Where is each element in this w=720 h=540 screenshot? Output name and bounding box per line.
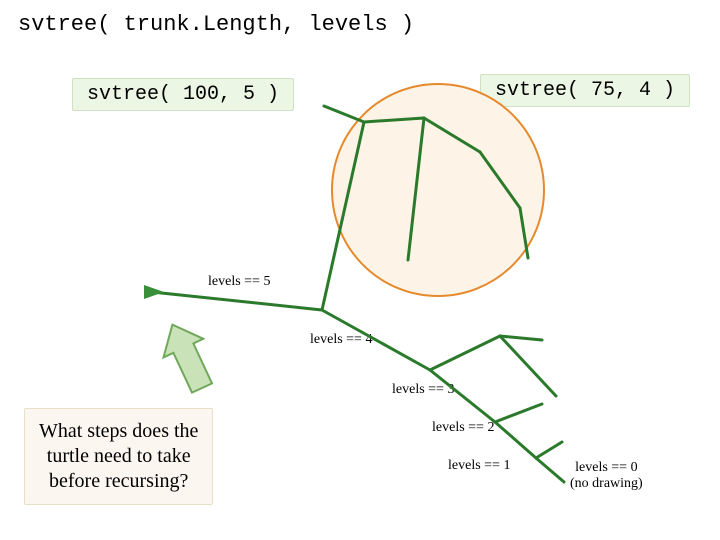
branch-4-b <box>500 336 556 396</box>
turtle-icon <box>144 285 164 299</box>
branch-4-a <box>500 336 542 340</box>
branch-5-a <box>324 106 364 122</box>
trunk-segment-3 <box>430 370 495 422</box>
arrow-icon <box>164 325 213 393</box>
trunk-segment-5 <box>152 292 322 310</box>
branch-4-main <box>430 336 500 370</box>
trunk-segment-1 <box>536 458 564 482</box>
diagram-svg <box>0 0 720 540</box>
highlight-circle <box>332 84 544 296</box>
trunk-segment-4 <box>322 310 430 370</box>
branch-2 <box>536 442 562 458</box>
trunk-segment-2 <box>495 422 536 458</box>
branch-3 <box>495 404 542 422</box>
